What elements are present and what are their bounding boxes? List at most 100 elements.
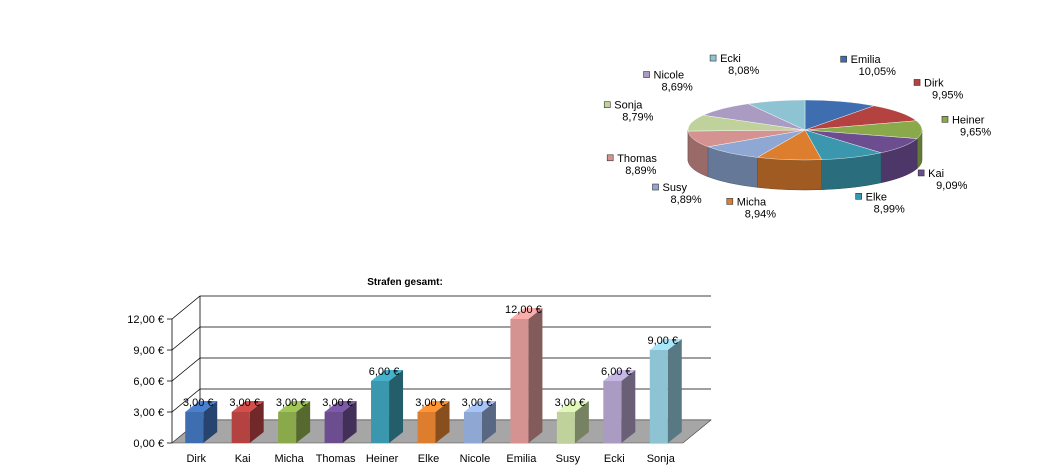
- bar-micha: [278, 401, 311, 443]
- bar-top: [324, 401, 357, 412]
- pie-label-percent: 8,89%: [625, 165, 656, 177]
- bar-top: [649, 339, 682, 350]
- bar-value-label: 3,00 €: [462, 397, 493, 409]
- bar-side: [203, 401, 218, 443]
- bar-front: [324, 412, 343, 443]
- x-tick-label: Susy: [556, 453, 581, 465]
- pie-label-name: Ecki: [720, 53, 741, 65]
- bar-value-label: 12,00 €: [505, 304, 542, 316]
- bar-front: [649, 350, 668, 443]
- bar-nicole: [463, 401, 496, 443]
- pie-legend-key: [917, 169, 925, 177]
- x-tick-label: Emilia: [506, 453, 537, 465]
- pie-label-percent: 9,09%: [936, 180, 967, 192]
- bar-value-label: 3,00 €: [322, 397, 353, 409]
- x-tick-label: Elke: [418, 453, 439, 465]
- bar-susy: [556, 401, 589, 443]
- bar-value-label: 3,00 €: [276, 397, 307, 409]
- bar-side: [389, 370, 404, 443]
- pie-label-name: Heiner: [952, 114, 985, 126]
- pie-legend-key: [840, 55, 847, 63]
- pie-legend-key: [709, 54, 717, 62]
- pie-side-micha: [757, 157, 822, 191]
- bar-front: [231, 412, 250, 443]
- bar-ecki: [603, 370, 636, 443]
- bar-thomas: [324, 401, 357, 443]
- bar-side: [481, 401, 496, 443]
- bar-top: [371, 370, 404, 381]
- pie-label-percent: 8,69%: [662, 82, 693, 94]
- y-tick-label: 3,00 €: [133, 407, 164, 419]
- pie-label-percent: 8,89%: [671, 194, 702, 206]
- bar-front: [510, 319, 529, 443]
- pie-label-name: Nicole: [654, 70, 685, 82]
- bar-value-label: 9,00 €: [647, 335, 678, 347]
- bar-top: [463, 401, 496, 412]
- bar-top: [417, 401, 450, 412]
- pie-label-percent: 8,94%: [745, 208, 776, 220]
- bar-chart: Strafen gesamt: 0,00 € 3,00 € 6,00 € 9,00 €…: [127, 277, 712, 465]
- bar-top: [603, 370, 636, 381]
- pie-label-name: Elke: [866, 191, 887, 203]
- bar-front: [463, 412, 482, 443]
- bar-top: [278, 401, 311, 412]
- x-tick-label: Dirk: [186, 453, 206, 465]
- bar-value-label: 3,00 €: [183, 397, 214, 409]
- bar-front: [603, 381, 622, 443]
- pie-label-name: Susy: [663, 182, 688, 194]
- pie-legend-key: [606, 154, 614, 162]
- bar-front: [417, 412, 436, 443]
- pie-legend-key: [652, 183, 659, 191]
- bar-heiner: [371, 370, 404, 443]
- x-tick-label: Thomas: [316, 453, 356, 465]
- pie-label-percent: 8,08%: [728, 65, 759, 77]
- x-tick-label: Micha: [274, 453, 304, 465]
- pie-slice-dirk: [804, 105, 917, 131]
- pie-label-name: Dirk: [924, 77, 944, 89]
- bar-value-label: 6,00 €: [601, 366, 632, 378]
- bar-front: [278, 412, 297, 443]
- bar-front: [556, 412, 575, 443]
- bar-emilia: [510, 308, 543, 443]
- bar-value-label: 3,00 €: [415, 397, 446, 409]
- pie-legend-key: [603, 101, 611, 109]
- bar-value-label: 3,00 €: [555, 397, 586, 409]
- gridline: [171, 326, 711, 351]
- x-tick-label: Ecki: [604, 453, 625, 465]
- pie-label-name: Thomas: [617, 153, 657, 165]
- bar-front: [185, 412, 204, 443]
- bar-value-label: 6,00 €: [369, 366, 400, 378]
- x-tick-label: Heiner: [366, 453, 399, 465]
- y-tick-label: 6,00 €: [133, 376, 164, 388]
- bar-side: [342, 401, 357, 443]
- pie-legend-key: [941, 115, 949, 123]
- bar-kai: [231, 401, 264, 443]
- bar-side: [296, 401, 311, 443]
- bar-side: [435, 401, 450, 443]
- bar-side: [574, 401, 589, 443]
- bar-front: [371, 381, 390, 443]
- bar-side: [667, 339, 682, 443]
- pie-label-name: Sonja: [614, 100, 643, 112]
- bar-dirk: [185, 401, 218, 443]
- y-tick-label: 12,00 €: [127, 314, 164, 326]
- pie-slice-emilia: [804, 99, 875, 131]
- x-tick-label: Nicole: [460, 453, 491, 465]
- pie-label-percent: 8,79%: [622, 112, 653, 124]
- pie-label-percent: 9,95%: [932, 89, 963, 101]
- gridline: [171, 295, 711, 320]
- pie-label-name: Kai: [928, 168, 944, 180]
- bar-top: [185, 401, 218, 412]
- pie-legend-key: [726, 198, 734, 205]
- bar-side: [528, 308, 543, 443]
- pie-label-percent: 10,05%: [859, 66, 897, 78]
